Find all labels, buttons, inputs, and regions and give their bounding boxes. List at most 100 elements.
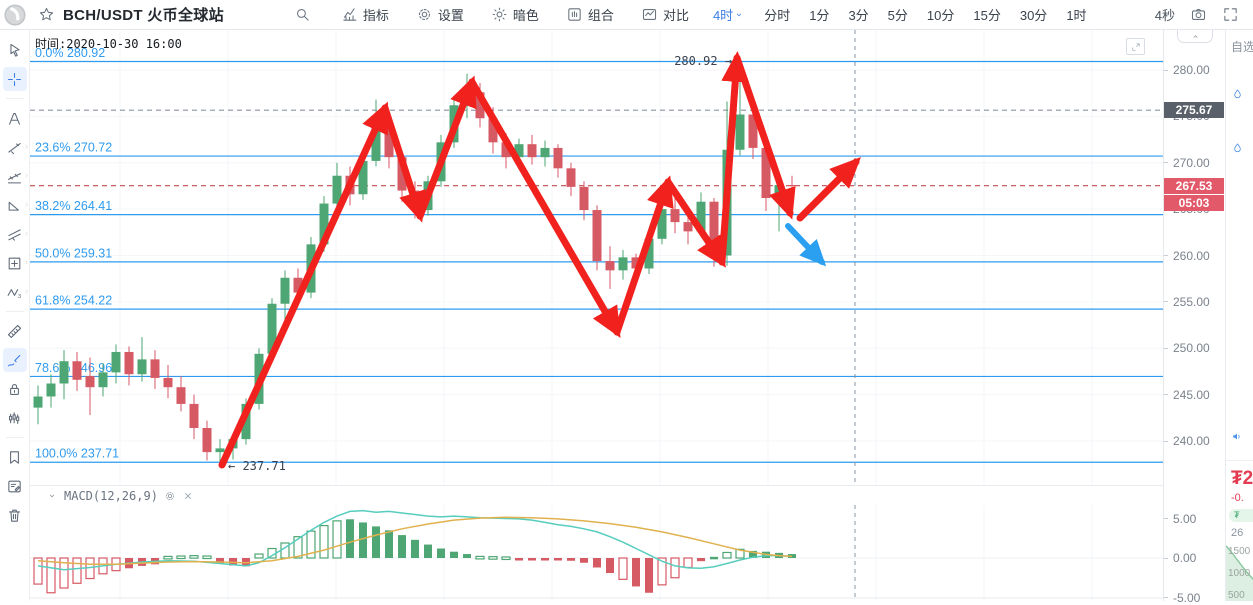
period-time[interactable]: 分时 [764,5,790,24]
fib-tool[interactable] [3,164,30,188]
crosshair-icon [7,72,22,86]
wave-tool[interactable]: 3 [3,280,28,304]
drawing-toolbar: 3 [0,30,30,601]
period-10m[interactable]: 10分 [927,5,954,24]
menu-label: 指标 [362,8,389,23]
fib-label: 0.0% 280.92 [35,46,105,60]
menu-indicators[interactable]: 指标 [341,5,389,24]
price-tick: 270.00 [1164,156,1210,170]
brush-tool[interactable] [2,348,27,372]
period-4h[interactable]: 4时 [713,5,745,24]
chart-area[interactable]: 0.0% 280.92 23.6% 270.72 38.2% 264.41 50.0%… [30,30,1163,601]
period-label: 3分 [848,8,869,23]
trendline-tool[interactable] [3,135,30,159]
ticker-volume: 26 [1231,527,1244,539]
hot-drop-icon[interactable] [1231,88,1244,101]
period-label: 30分 [1019,8,1048,23]
chevron-right-icon [23,172,30,179]
lock-tool[interactable] [3,377,27,401]
period-1m[interactable]: 1分 [809,5,829,24]
fib-icon [7,172,22,183]
search-icon[interactable] [294,6,311,23]
fib-label: 38.2% 264.41 [35,199,112,213]
menu-label: 对比 [662,8,689,23]
hot-drop-icon[interactable] [1231,142,1244,155]
svg-text:3: 3 [18,294,21,300]
favorite-star-icon[interactable] [38,6,55,23]
chevron-right-icon [23,259,30,266]
chevron-right-icon [23,143,30,150]
crosshair-tool[interactable] [2,67,27,91]
axis-collapse-tab[interactable] [1177,30,1213,43]
candlestick-chart[interactable]: 0.0% 280.92 23.6% 270.72 38.2% 264.41 50.0%… [30,30,1163,485]
fib-label: 61.8% 254.22 [35,294,112,308]
ticker-change: -0. [1231,492,1244,504]
period-15m[interactable]: 15分 [973,5,1000,24]
period-30m[interactable]: 30分 [1020,5,1047,24]
price-tick: 280.00 [1164,63,1210,77]
price-tick: 245.00 [1164,388,1210,402]
right-sidebar: 自选 ₮2 -0. ₮ 26 1500 1000 500 [1225,30,1253,601]
menu-label: 暗色 [512,8,539,23]
text-tool[interactable] [3,106,27,130]
toolbar-divider [5,437,24,438]
chevron-right-icon [23,201,30,208]
current-price-badge: 267.53 [1164,177,1224,194]
shape-tool[interactable] [3,193,30,217]
trendline-icon [8,142,21,154]
cursor-tool[interactable] [3,38,27,62]
brush-icon [7,354,21,366]
menu-dark-mode[interactable]: 暗色 [491,5,539,24]
channel-tool[interactable] [3,222,30,246]
measure-tool[interactable] [3,251,30,275]
period-label: 1分 [809,8,830,23]
macd-dea-line [37,516,793,566]
period-3m[interactable]: 3分 [848,5,868,24]
price-tick: 260.00 [1164,249,1210,263]
period-5m[interactable]: 5分 [888,5,908,24]
macd-settings-icon[interactable] [164,490,176,502]
watchlist-tab[interactable]: 自选 [1231,40,1253,54]
cursor-icon [10,43,20,57]
note-tool[interactable] [3,474,27,498]
macd-tick: 0.00 [1164,551,1196,565]
ruler-tool[interactable] [3,319,27,343]
countdown-badge: 05:03 [1164,194,1224,211]
macd-histogram [33,519,796,594]
app-logo-icon[interactable] [2,2,28,28]
bookmark-icon [10,450,19,464]
menu-portfolio[interactable]: 组合 [566,5,614,24]
price-axis[interactable]: 280.00275.00270.00265.00260.00255.00250.… [1163,30,1225,605]
refresh-interval[interactable]: 4秒 [1154,8,1175,23]
menu-settings[interactable]: 设置 [416,5,464,24]
period-1h[interactable]: 1时 [1066,5,1086,24]
menu-label: 组合 [587,8,614,23]
toolbar-divider [5,98,24,99]
fullscreen-icon[interactable] [1222,6,1239,23]
bookmark-tool[interactable] [3,445,27,469]
period-label: 4时 [712,8,734,23]
camera-icon[interactable] [1190,6,1207,23]
note-icon [8,480,21,492]
macd-collapse-icon[interactable] [46,490,58,502]
channel-icon [8,228,21,241]
trend-arrows [218,51,861,469]
ticker-tag-badge: ₮ [1229,509,1253,522]
ruler-icon [7,324,22,338]
price-tick: 250.00 [1164,341,1210,355]
chevron-right-icon [23,230,30,237]
trash-tool[interactable] [3,503,27,527]
chevron-down-icon [733,9,745,21]
depth-axis-label: 1000 [1228,568,1251,579]
pattern-tool[interactable] [3,406,27,430]
macd-chart[interactable] [30,505,1163,601]
text-icon [9,112,20,125]
fib-label: 50.0% 259.31 [35,246,112,260]
restore-chart-icon[interactable] [1126,38,1145,55]
macd-close-icon[interactable] [182,490,194,502]
symbol-title: BCH/USDT 火币全球站 [63,7,224,24]
price-tick: 240.00 [1164,434,1210,448]
menu-compare[interactable]: 对比 [641,5,689,24]
speaker-icon[interactable] [1231,430,1244,443]
macd-tick: -5.00 [1164,591,1200,605]
